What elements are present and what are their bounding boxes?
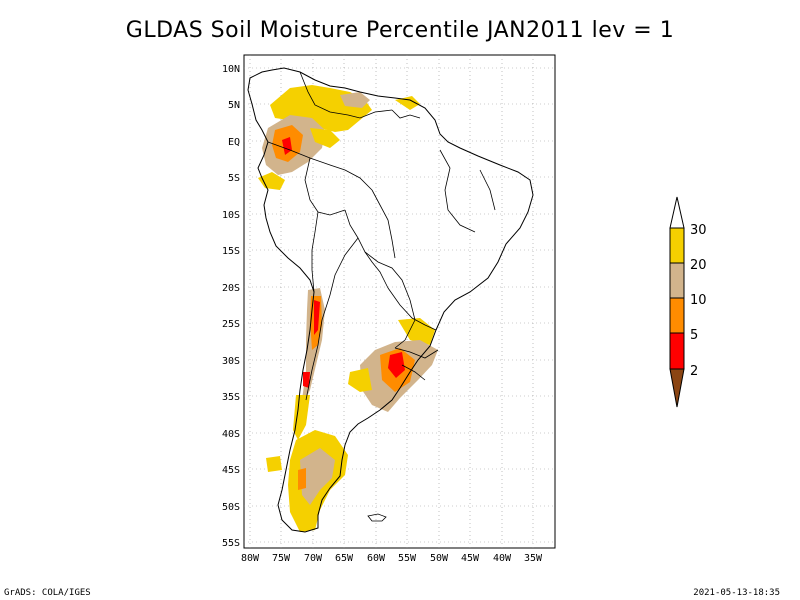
lon-tick-labels: 80W 75W 70W 65W 60W 55W 50W 45W 40W 35W (241, 553, 543, 564)
shade-chile-red2 (303, 372, 310, 388)
lon-tick: 50W (430, 553, 449, 564)
shade-north-tan (340, 92, 370, 108)
shade-guyana-yellow (395, 96, 420, 110)
country-borders (267, 71, 496, 401)
shade-peru-yellow (310, 128, 340, 148)
lon-tick: 75W (272, 553, 291, 564)
colorbar-label: 30 (690, 223, 707, 238)
shade-chile-red (314, 300, 320, 335)
shade-pat-orange (298, 468, 306, 490)
lat-tick: 55S (222, 538, 240, 549)
lat-tick: 5S (228, 173, 240, 184)
lon-tick: 65W (335, 553, 354, 564)
lat-tick: 35S (222, 392, 240, 403)
colorbar-top-arrow (669, 196, 685, 229)
colorbar-label: 2 (690, 364, 698, 379)
lon-tick: 40W (493, 553, 512, 564)
shade-uru-yellow (398, 318, 435, 345)
colorbar-bin-5-10 (669, 297, 685, 334)
lon-tick: 35W (524, 553, 543, 564)
lat-tick: 25S (222, 319, 240, 330)
lat-tick: 10N (222, 64, 240, 75)
lon-tick: 60W (367, 553, 386, 564)
falkland-islands (367, 513, 387, 522)
lat-tick: 45S (222, 465, 240, 476)
lat-tick: 10S (222, 210, 240, 221)
map-title: GLDAS Soil Moisture Percentile JAN2011 l… (125, 18, 675, 43)
colorbar-label: 10 (690, 293, 707, 308)
colorbar-bin-20-30 (669, 227, 685, 264)
continent-outline (247, 67, 534, 533)
lat-tick: EQ (228, 137, 240, 148)
shade-pat-yellow2 (266, 456, 282, 472)
shade-amazon-yellow (258, 172, 285, 190)
lat-tick: 30S (222, 356, 240, 367)
colorbar: 30 20 10 5 2 (669, 196, 707, 408)
lon-tick: 55W (398, 553, 417, 564)
lat-tick: 40S (222, 429, 240, 440)
colorbar-label: 20 (690, 258, 707, 273)
lat-tick: 20S (222, 283, 240, 294)
colorbar-bin-2-5 (669, 332, 685, 370)
shade-amazon-red (282, 137, 292, 155)
colorbar-bin-10-20 (669, 262, 685, 299)
shade-chile-yellow (293, 395, 310, 440)
colorbar-bottom-arrow (669, 368, 685, 408)
lat-tick: 5N (228, 100, 240, 111)
shade-uru-yellow2 (348, 368, 372, 392)
lon-tick: 70W (304, 553, 323, 564)
colorbar-label: 5 (690, 328, 698, 343)
lon-tick: 45W (461, 553, 480, 564)
footer-credit: GrADS: COLA/IGES (4, 588, 91, 598)
lat-tick: 50S (222, 502, 240, 513)
lon-tick: 80W (241, 553, 260, 564)
footer-timestamp: 2021-05-13-18:35 (693, 588, 780, 598)
lat-tick-labels: 10N 5N EQ 5S 10S 15S 20S 25S 30S 35S 40S… (222, 64, 240, 549)
shade-uru-red (388, 352, 405, 378)
lat-tick: 15S (222, 246, 240, 257)
shade-pat-tan (300, 448, 335, 505)
